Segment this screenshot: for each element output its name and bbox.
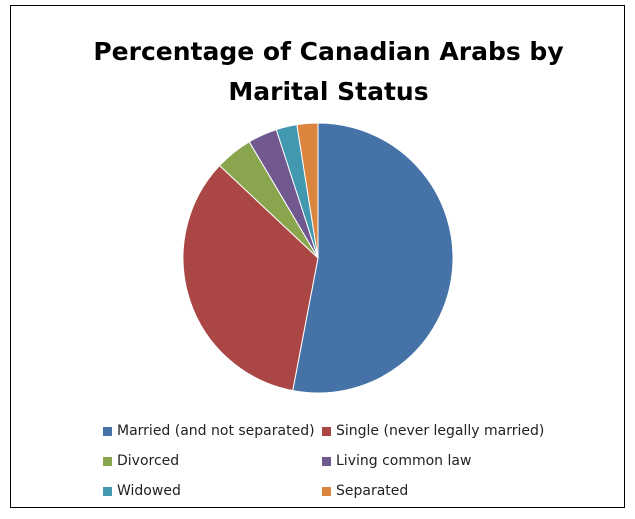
pie-slice (296, 122, 319, 259)
legend-label: Divorced (117, 453, 180, 469)
legend-item: Married (and not separated) (103, 421, 315, 441)
pie-slice (292, 122, 454, 394)
legend-swatch (322, 456, 331, 466)
legend-item: Divorced (103, 451, 179, 471)
pie-area (182, 122, 454, 394)
chart-title: Percentage of Canadian Arabs by Marital … (93, 37, 564, 106)
legend-item: Separated (322, 481, 408, 501)
legend-swatch (103, 456, 112, 466)
legend-label: Married (and not separated) (117, 423, 315, 439)
legend-swatch (103, 486, 112, 496)
legend-swatch (322, 486, 331, 496)
legend-label: Single (never legally married) (336, 423, 545, 439)
legend-item: Living common law (322, 451, 471, 471)
legend-label: Separated (336, 483, 409, 499)
legend-label: Living common law (336, 453, 472, 469)
legend-item: Widowed (103, 481, 181, 501)
legend-item: Single (never legally married) (322, 421, 544, 441)
legend-label: Widowed (117, 483, 181, 499)
pie-slice (182, 164, 319, 392)
legend-swatch (322, 426, 331, 436)
legend-swatch (103, 426, 112, 436)
chart: Percentage of Canadian Arabs by Marital … (10, 5, 625, 508)
